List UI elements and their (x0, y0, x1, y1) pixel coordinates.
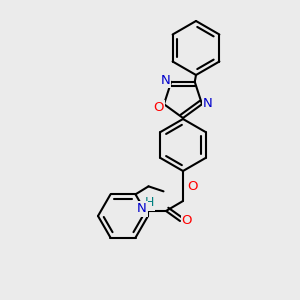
Text: N: N (137, 202, 147, 215)
Text: H: H (144, 196, 154, 209)
Text: N: N (203, 97, 213, 110)
Text: O: O (154, 101, 164, 114)
Text: N: N (160, 74, 170, 87)
Text: O: O (182, 214, 192, 227)
Text: O: O (187, 179, 197, 193)
